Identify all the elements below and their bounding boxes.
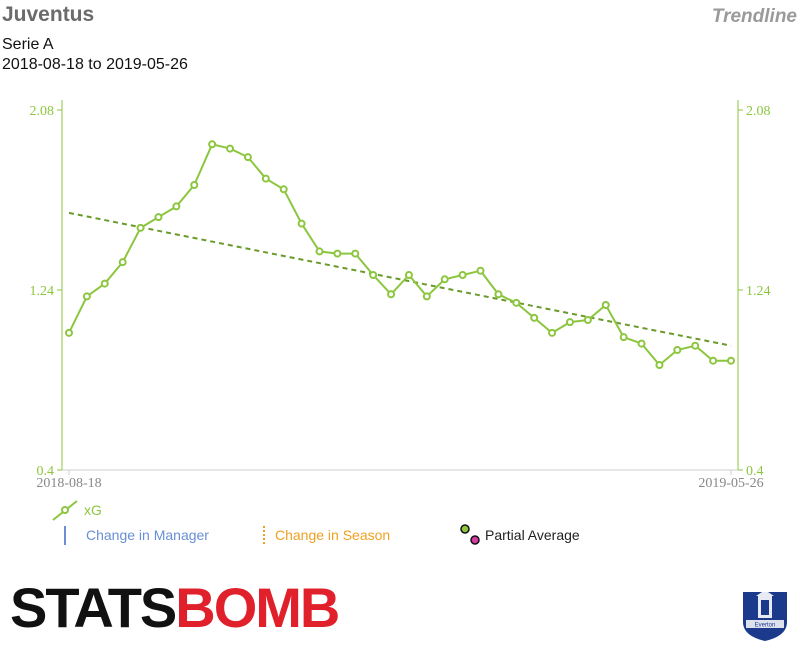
xg-point (351, 249, 360, 258)
legend-xg-marker-icon (61, 506, 69, 514)
xg-point (100, 279, 109, 288)
y-tick-label-right: 2.08 (746, 104, 771, 119)
everton-crest-icon: Everton (743, 590, 787, 641)
y-tick-label-right: 0.4 (746, 464, 764, 479)
xg-point (369, 271, 378, 279)
xg-point (548, 328, 557, 337)
xg-point (440, 275, 449, 284)
team-title: Juventus (2, 3, 95, 26)
chart-kind-label: Trendline (711, 6, 797, 27)
series-layer (65, 140, 735, 369)
xg-point (226, 144, 235, 153)
xg-point (279, 185, 288, 194)
legend-marks (52, 500, 480, 545)
xg-point (530, 313, 539, 322)
xg-point (297, 219, 306, 228)
statsbomb-logo: STATSBOMB (10, 580, 340, 636)
xg-point (494, 290, 503, 299)
y-tick-label-left: 0.4 (37, 464, 55, 479)
xg-point (727, 356, 735, 365)
x-tick-label: 2019-05-26 (698, 476, 763, 491)
xg-point (565, 318, 574, 327)
trendline-layer (68, 211, 732, 347)
y-tick-label-left: 2.08 (30, 104, 55, 119)
chart-axes: 0.4 0.4 1.24 1.24 2.08 2.08 2018-08-18 2019-05-… (30, 100, 771, 491)
xg-point (118, 258, 127, 267)
xg-point (208, 140, 217, 149)
xg-point (154, 213, 163, 222)
y-tick-label-left: 1.24 (30, 284, 55, 299)
legend-partial-marker-icon (460, 524, 470, 534)
legend-manager-label: Change in Manager (86, 527, 209, 543)
legend-partial-label: Partial Average (485, 527, 580, 543)
xg-point (422, 292, 431, 301)
xg-point (82, 292, 91, 301)
legend-xg-label: xG (84, 502, 102, 518)
xg-point (404, 271, 413, 279)
xg-point (583, 316, 592, 324)
xg-point (333, 249, 342, 258)
legend-season-label: Change in Season (275, 527, 391, 543)
xg-point (65, 328, 73, 337)
trendline (68, 211, 732, 347)
xg-point (261, 174, 270, 183)
xg-point (601, 301, 610, 309)
xg-point (709, 356, 718, 365)
xg-point (315, 247, 324, 256)
xg-point (637, 339, 646, 348)
xg-point (243, 153, 252, 162)
logo-part-bomb: BOMB (175, 576, 340, 639)
xg-point (190, 181, 199, 189)
y-tick-label-right: 1.24 (746, 284, 771, 299)
xg-point (673, 346, 682, 354)
league-label: Serie A (2, 36, 54, 53)
xg-point (619, 333, 628, 342)
svg-text:Everton: Everton (755, 623, 776, 629)
xg-point (387, 290, 396, 299)
xg-point (172, 202, 181, 211)
xg-point (691, 341, 700, 350)
xg-point (458, 271, 467, 279)
legend-partial-marker-icon (470, 535, 480, 545)
x-tick-label: 2018-08-18 (36, 476, 101, 491)
xg-point (512, 298, 521, 307)
date-range-label: 2018-08-18 to 2019-05-26 (2, 56, 188, 73)
logo-part-stats: STATS (10, 576, 177, 639)
xg-point (136, 223, 145, 232)
xg-point (655, 361, 664, 369)
xg-point (476, 266, 485, 275)
series-line-xg (68, 143, 731, 367)
